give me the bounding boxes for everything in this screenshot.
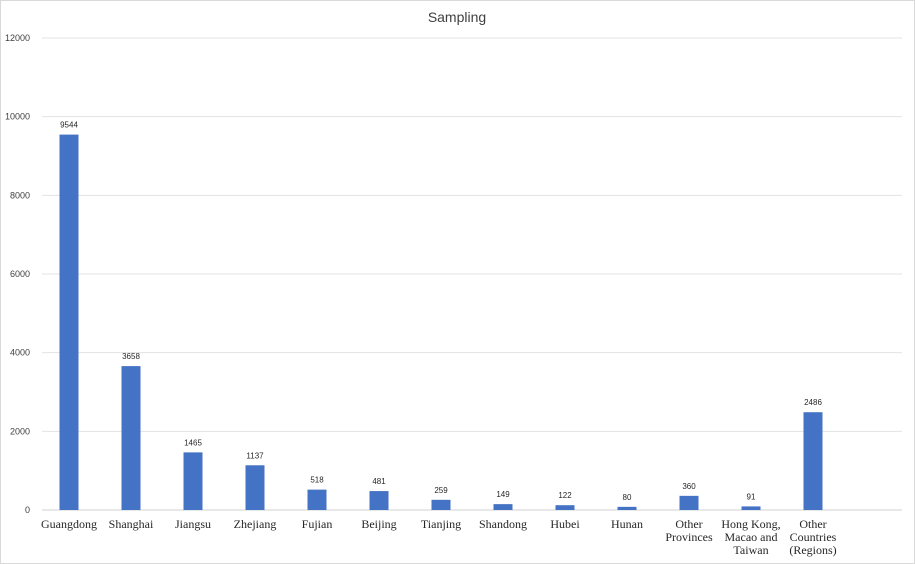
data-label: 360 [682,482,696,491]
bar [803,412,823,510]
data-label: 2486 [804,398,822,407]
x-tick-label: Zhejiang [234,517,277,531]
x-axis-ticks: Guangdong Shanghai Jiangsu Zhejiang Fujian Be… [41,517,837,557]
bar [121,366,141,510]
data-label: 259 [434,486,448,495]
bar [741,506,761,510]
bar [679,495,699,510]
data-label: 122 [558,491,572,500]
x-tick-label: Hubei [550,517,580,531]
y-tick-label: 12000 [5,33,30,43]
y-tick-label: 8000 [10,190,30,200]
data-label: 481 [372,477,386,486]
y-tick-label: 10000 [5,112,30,122]
data-label: 9544 [60,121,78,130]
x-tick-label: Hong Kong, Macao and Taiwan [721,517,780,557]
y-tick-label: 4000 [10,348,30,358]
x-tick-label: Other Provinces [665,517,713,544]
x-tick-label: Jiangsu [175,517,211,531]
data-label: 1465 [184,438,202,447]
x-tick-label: Hunan [611,517,643,531]
bar [59,134,79,510]
bar [245,465,265,510]
bar [307,489,327,510]
data-label: 80 [623,493,632,502]
gridlines [42,37,902,511]
data-label: 91 [747,492,756,501]
y-tick-label: 2000 [10,426,30,436]
bar [431,499,451,510]
data-label: 1137 [246,451,264,460]
y-axis-ticks: 0 2000 4000 6000 8000 10000 12000 [5,33,30,515]
x-tick-label: Fujian [302,517,333,531]
bar [555,505,575,510]
data-label: 149 [496,490,510,499]
bar [183,452,203,510]
x-tick-label: Shanghai [109,517,154,531]
data-label: 518 [310,476,324,485]
data-labels: 9544 3658 1465 1137 518 481 259 149 122 80 360 91 24… [60,121,822,502]
bar [617,506,637,510]
y-tick-label: 0 [25,505,30,515]
x-tick-label: Beijing [361,517,396,531]
x-tick-label: Shandong [479,517,527,531]
bar [369,491,389,510]
chart-title: Sampling [428,9,486,25]
x-tick-label: Guangdong [41,517,97,531]
bars [59,134,823,510]
x-tick-label: Tianjing [421,517,461,531]
y-tick-label: 6000 [10,269,30,279]
data-label: 3658 [122,352,140,361]
x-tick-label: Other Countries (Regions) [789,517,836,557]
bar [493,504,513,510]
